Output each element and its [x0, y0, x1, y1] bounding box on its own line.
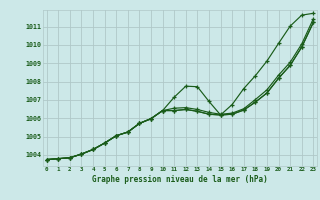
X-axis label: Graphe pression niveau de la mer (hPa): Graphe pression niveau de la mer (hPa) — [92, 175, 268, 184]
